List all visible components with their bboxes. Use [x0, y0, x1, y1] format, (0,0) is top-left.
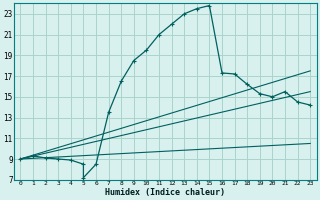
X-axis label: Humidex (Indice chaleur): Humidex (Indice chaleur): [105, 188, 225, 197]
